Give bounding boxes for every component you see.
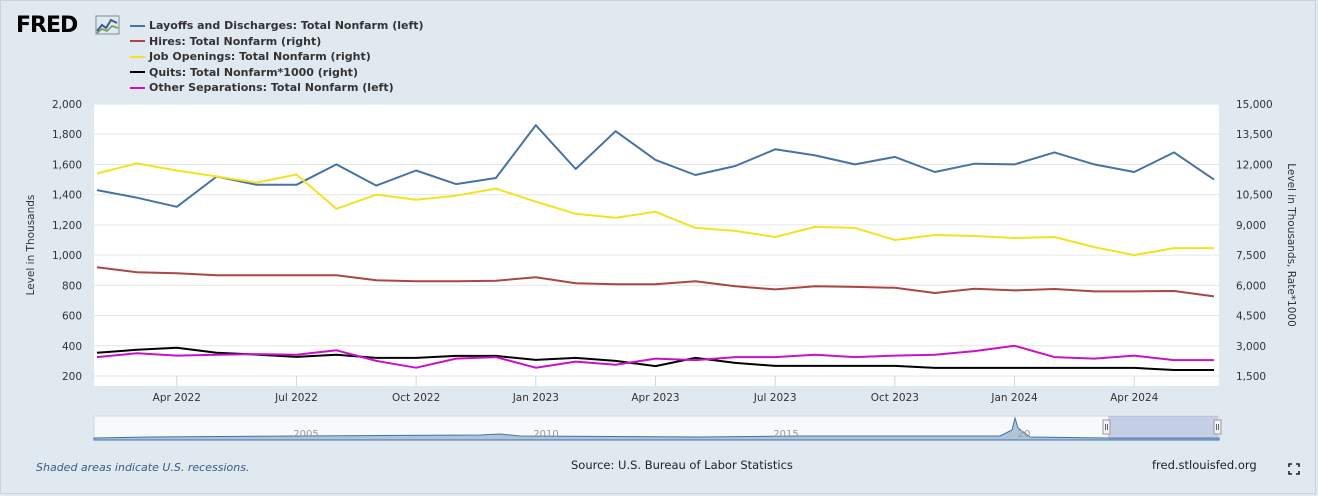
navigator-series xyxy=(93,416,1220,441)
navigator-handle-right[interactable] xyxy=(1213,419,1222,435)
series-lines xyxy=(96,124,1215,371)
chart-legend: Layoffs and Discharges: Total Nonfarm (l… xyxy=(130,18,424,96)
x-tick-label: Jul 2022 xyxy=(274,392,318,404)
x-tick-label: Apr 2024 xyxy=(1110,392,1159,404)
x-tick-label: Apr 2022 xyxy=(153,392,201,404)
y-axis-left-title: Level in Thousands xyxy=(25,195,37,296)
series-line[interactable] xyxy=(96,162,1214,257)
legend-item[interactable]: Layoffs and Discharges: Total Nonfarm (l… xyxy=(130,18,424,34)
legend-label: Quits: Total Nonfarm*1000 (right) xyxy=(149,65,358,79)
source-text: Source: U.S. Bureau of Labor Statistics xyxy=(571,458,793,472)
legend-swatch xyxy=(130,24,145,27)
legend-label: Layoffs and Discharges: Total Nonfarm (l… xyxy=(149,19,424,33)
navigator-selected-range[interactable] xyxy=(1108,416,1218,440)
gridlines xyxy=(94,103,1219,377)
y-right-tick-label: 7,500 xyxy=(1236,250,1266,262)
legend-item[interactable]: Hires: Total Nonfarm (right) xyxy=(130,34,424,50)
x-tick-label: Jan 2023 xyxy=(512,392,559,404)
x-tick-label: Jul 2023 xyxy=(753,392,797,404)
x-tick-label: Apr 2023 xyxy=(631,392,679,404)
legend-label: Hires: Total Nonfarm (right) xyxy=(149,34,322,48)
y-right-tick-label: 10,500 xyxy=(1236,190,1273,202)
legend-label: Job Openings: Total Nonfarm (right) xyxy=(149,50,371,64)
y-left-tick-label: 1,000 xyxy=(52,250,82,262)
x-tick-label: Jan 2024 xyxy=(990,392,1038,404)
plot-background xyxy=(94,104,1219,386)
fred-line-graph-icon xyxy=(95,14,121,36)
series-line[interactable] xyxy=(96,124,1215,208)
y-axis-right-title: Level in Thousands, Rate*1000 xyxy=(1285,163,1297,327)
y-left-tick-label: 2,000 xyxy=(52,99,82,111)
range-navigator[interactable]: 2005 2010 2015 20 xyxy=(93,415,1220,441)
y-right-tick-label: 6,000 xyxy=(1236,280,1266,292)
legend-item[interactable]: Job Openings: Total Nonfarm (right) xyxy=(130,49,424,65)
series-line[interactable] xyxy=(96,266,1215,298)
legend-swatch xyxy=(130,55,145,58)
navigator-year-label: 20 xyxy=(1018,429,1031,440)
y-right-tick-label: 9,000 xyxy=(1236,220,1266,232)
y-axis-right: 15,000 13,500 12,000 10,500 9,000 7,500 6,000 4… xyxy=(1236,99,1273,383)
series-line[interactable] xyxy=(96,346,1214,371)
y-left-tick-label: 400 xyxy=(62,341,82,353)
recession-note: Shaded areas indicate U.S. recessions. xyxy=(36,461,250,474)
y-right-tick-label: 1,500 xyxy=(1236,371,1266,383)
y-right-tick-label: 4,500 xyxy=(1236,311,1266,323)
legend-swatch xyxy=(130,71,145,74)
navigator-handle-left[interactable] xyxy=(1102,419,1111,435)
y-right-tick-label: 3,000 xyxy=(1236,341,1266,353)
y-axis-left: 2,000 1,800 1,600 1,400 1,200 1,000 800 600 400 2… xyxy=(52,99,82,383)
y-left-tick-label: 600 xyxy=(62,311,82,323)
site-url[interactable]: fred.stlouisfed.org xyxy=(1152,458,1257,472)
navigator-year-label: 2005 xyxy=(293,429,318,440)
navigator-year-label: 2010 xyxy=(533,429,558,440)
legend-item[interactable]: Other Separations: Total Nonfarm (left) xyxy=(130,80,424,96)
y-left-tick-label: 800 xyxy=(62,280,82,292)
y-left-tick-label: 1,800 xyxy=(52,129,82,141)
y-left-tick-label: 1,200 xyxy=(52,220,82,232)
series-line[interactable] xyxy=(96,344,1214,369)
y-right-tick-label: 13,500 xyxy=(1236,129,1273,141)
x-tick-label: Oct 2023 xyxy=(871,392,919,404)
legend-swatch xyxy=(130,40,145,43)
y-left-tick-label: 1,600 xyxy=(52,159,82,171)
x-tick-label: Oct 2022 xyxy=(392,392,440,404)
legend-item[interactable]: Quits: Total Nonfarm*1000 (right) xyxy=(130,65,424,81)
y-right-tick-label: 12,000 xyxy=(1236,159,1273,171)
x-axis: Apr 2022 Jul 2022 Oct 2022 Jan 2023 Apr 2023… xyxy=(153,376,1159,404)
y-left-tick-label: 1,400 xyxy=(52,190,82,202)
fullscreen-icon[interactable] xyxy=(1288,463,1300,475)
y-right-tick-label: 15,000 xyxy=(1236,99,1273,111)
legend-label: Other Separations: Total Nonfarm (left) xyxy=(149,81,394,95)
legend-swatch xyxy=(130,86,145,89)
navigator-year-label: 2015 xyxy=(773,429,798,440)
y-left-tick-label: 200 xyxy=(62,371,82,383)
fred-logo[interactable]: FRED xyxy=(16,13,78,38)
